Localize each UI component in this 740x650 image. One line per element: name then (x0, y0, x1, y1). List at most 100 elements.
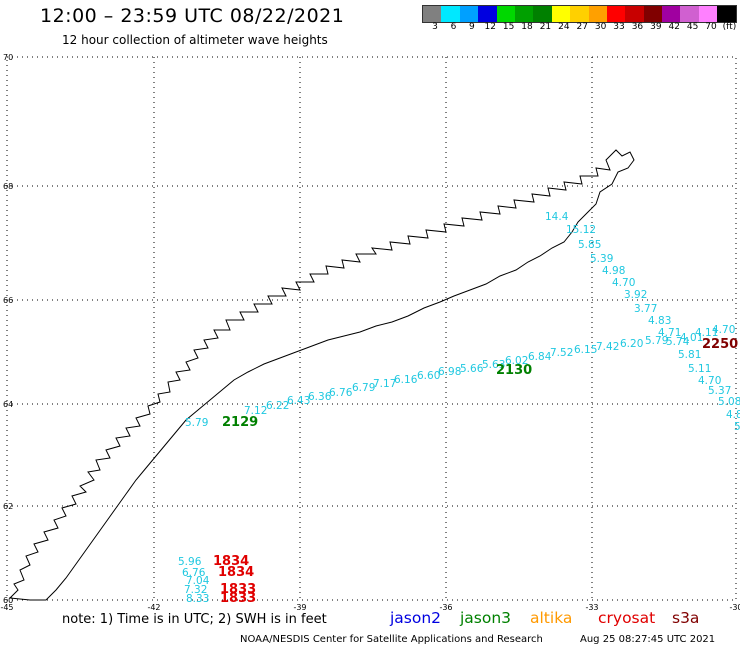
lat-tick-label: 62 (3, 502, 13, 511)
wave-height-value: 6.60 (417, 370, 440, 382)
wave-height-value: 6.02 (505, 355, 528, 367)
wave-height-value: 6.22 (266, 400, 289, 412)
pass-id-label: 2250 (702, 337, 738, 352)
pass-id-label: 2130 (496, 363, 532, 378)
lat-tick-label: 64 (3, 400, 13, 409)
page-subtitle: 12 hour collection of altimeter wave hei… (62, 33, 328, 47)
page-title: 12:00 – 23:59 UTC 08/22/2021 (40, 5, 345, 27)
wave-height-value: 5.08 (718, 396, 740, 408)
wave-height-value: 5.96 (178, 556, 202, 568)
wave-height-value: 6.76 (182, 567, 206, 579)
wave-height-value: 5.11 (688, 363, 711, 375)
scale-label: 6 (450, 22, 457, 32)
lat-tick-label: 70 (3, 53, 13, 62)
scale-swatch (496, 6, 515, 22)
map-frame (6, 56, 737, 601)
scale-label: 9 (468, 22, 475, 32)
pass-id-label: 1833 (220, 591, 256, 606)
wave-height-value: 6.84 (528, 351, 552, 363)
legend-item-s3a: s3a (672, 609, 700, 627)
scale-swatch (441, 6, 460, 22)
color-scale-bar (422, 5, 737, 23)
wave-height-value: 5.85 (578, 239, 601, 251)
scale-label: 27 (576, 22, 588, 32)
legend-item-jason2: jason2 (390, 609, 442, 627)
pass-id-label: 1834 (213, 554, 249, 569)
pass-id-label: 1834 (218, 565, 254, 580)
wave-height-value: 6.98 (438, 366, 461, 378)
scale-label: 18 (521, 22, 533, 32)
lon-tick-label: -30 (729, 603, 740, 612)
wave-height-value: 6.76 (329, 387, 353, 399)
wave-height-value: 7.04 (186, 575, 210, 587)
scale-label: 21 (539, 22, 552, 32)
wave-height-value: 5.63 (482, 359, 505, 371)
wave-height-value: 5.79 (185, 417, 208, 429)
wave-height-value: 7.52 (550, 347, 573, 359)
lon-tick-label: -45 (0, 603, 13, 612)
scale-swatch (551, 6, 571, 22)
pass-id-label: 1833 (220, 582, 256, 597)
wave-height-value: 6.20 (620, 338, 643, 350)
lon-tick-label: -39 (293, 603, 306, 612)
scale-swatch (423, 6, 442, 22)
scale-label: 12 (484, 22, 496, 32)
wave-height-value: 5.74 (666, 336, 690, 348)
scale-label: 15 (502, 22, 515, 32)
wave-height-value: 15.12 (566, 224, 596, 236)
wave-height-value: 4.70 (612, 277, 635, 289)
scale-label: 33 (613, 22, 625, 32)
scale-label: 70 (705, 22, 717, 32)
scale-label: 24 (558, 22, 570, 32)
lat-tick-label: 66 (3, 296, 13, 305)
wave-height-value: 3.92 (624, 289, 647, 301)
wave-height-value: 5.66 (460, 363, 484, 375)
wave-height-value: 5.81 (678, 349, 701, 361)
wave-height-value: 4.83 (648, 315, 671, 327)
scale-label: 45 (686, 22, 699, 32)
legend-item-altika: altika (530, 609, 573, 627)
pass-id-label: 2129 (222, 415, 258, 430)
legend-item-cryosat: cryosat (598, 609, 656, 627)
scale-swatch (717, 6, 736, 22)
lon-tick-label: -33 (585, 603, 598, 612)
scale-swatch (459, 6, 479, 22)
wave-height-value: 5 (734, 421, 740, 433)
scale-swatch (478, 6, 497, 22)
wave-height-value: 7.32 (184, 584, 207, 596)
legend-item-jason3: jason3 (460, 609, 512, 627)
scale-label: 30 (594, 22, 607, 32)
wave-height-value: 4.71 (658, 327, 681, 339)
wave-height-value: 4.70 (712, 324, 735, 336)
wave-height-value: 5.37 (708, 385, 731, 397)
scale-label: (ft) (722, 22, 737, 32)
wave-height-value: 14.4 (545, 211, 569, 223)
wave-height-value: 7.12 (244, 405, 267, 417)
wave-height-value: 3.77 (634, 303, 657, 315)
scale-label: 39 (650, 22, 662, 32)
footer-note: note: 1) Time is in UTC; 2) SWH is in fe… (62, 612, 327, 627)
wave-height-value: 4.01 (680, 332, 703, 344)
wave-height-value: 6.43 (287, 395, 310, 407)
wave-height-value: 8.33 (186, 593, 209, 605)
wave-height-value: 4.11 (695, 327, 718, 339)
lat-tick-label: 68 (3, 182, 13, 191)
wave-height-value: 6.15 (574, 344, 597, 356)
wave-height-value: 5.79 (645, 335, 668, 347)
wave-height-value: 6.79 (352, 382, 375, 394)
wave-height-value: 7.17 (373, 378, 396, 390)
lon-tick-label: -42 (147, 603, 160, 612)
scale-label: 3 (432, 22, 438, 32)
wave-height-value: 7.42 (596, 341, 619, 353)
credit-line: NOAA/NESDIS Center for Satellite Applica… (240, 634, 543, 645)
scale-swatch (606, 6, 626, 22)
scale-swatch (643, 6, 663, 22)
scale-swatch (570, 6, 589, 22)
scale-swatch (625, 6, 644, 22)
scale-swatch (662, 6, 681, 22)
wave-height-value: 4.70 (698, 375, 721, 387)
lat-tick-label: 60 (3, 596, 13, 605)
wave-height-value: 6.36 (308, 391, 332, 403)
wave-height-value: 5.39 (590, 253, 613, 265)
